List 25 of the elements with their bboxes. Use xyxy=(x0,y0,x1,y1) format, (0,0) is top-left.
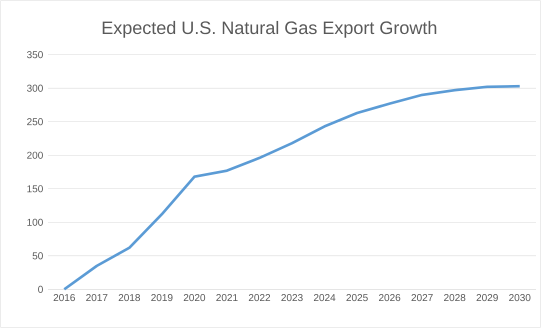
x-tick-label: 2020 xyxy=(184,294,206,302)
x-tick-label: 2030 xyxy=(509,294,530,302)
y-tick-label: 250 xyxy=(27,118,43,126)
x-tick-label: 2024 xyxy=(314,294,336,302)
y-tick-label: 0 xyxy=(38,286,43,293)
x-tick-label: 2025 xyxy=(346,294,368,302)
x-tick-label: 2027 xyxy=(412,294,433,302)
y-tick-label: 150 xyxy=(27,185,43,192)
x-tick-label: 2017 xyxy=(86,294,108,302)
x-tick-label: 2023 xyxy=(281,294,303,302)
x-tick-label: 2016 xyxy=(54,294,75,302)
y-tick-label: 50 xyxy=(32,252,43,260)
y-tick-label: 300 xyxy=(26,84,43,92)
x-tick-label: 2022 xyxy=(248,294,270,302)
x-tick-label: 2021 xyxy=(216,294,238,302)
x-tick-label: 2018 xyxy=(118,294,140,302)
y-tick-label: 350 xyxy=(26,51,43,58)
x-tick-label: 2029 xyxy=(476,294,498,302)
y-tick-label: 200 xyxy=(27,152,43,159)
x-tick-label: 2019 xyxy=(151,294,173,302)
y-tick-label: 100 xyxy=(27,218,43,226)
x-tick-label: 2028 xyxy=(444,294,466,302)
x-tick-label: 2026 xyxy=(378,294,400,302)
chart-title: Expected U.S. Natural Gas Export Growth xyxy=(102,20,436,38)
line-series xyxy=(62,84,522,291)
